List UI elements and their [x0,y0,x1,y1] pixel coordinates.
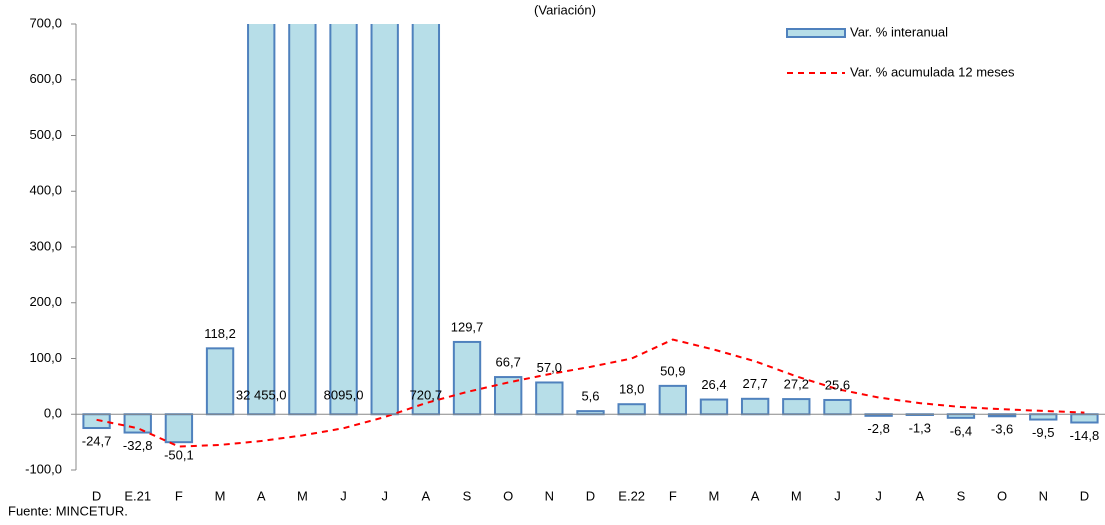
data-label: 57,0 [537,360,562,375]
bar [740,397,770,416]
x-tick-label: O [503,488,513,503]
legend-swatch [786,28,846,38]
y-tick-label: 0,0 [44,406,62,421]
bar [1070,413,1099,424]
data-label: 720,7 [410,388,443,403]
y-tick-label: 700,0 [29,15,62,30]
bar [1029,413,1058,421]
data-label: -1,3 [909,420,931,435]
source-note: Fuente: MINCETUR. [8,503,128,518]
bar [247,24,276,416]
data-label: 27,2 [784,377,809,392]
data-label: 26,4 [701,377,726,392]
legend-label: Var. % acumulada 12 meses [850,64,1015,79]
bar [658,384,687,416]
data-label: -14,8 [1070,428,1100,443]
y-tick-label: 600,0 [29,71,62,86]
data-label: -6,4 [950,423,972,438]
x-tick-label: J [381,488,388,503]
bar [123,413,152,434]
x-tick-label: M [709,488,720,503]
x-tick-label: E.21 [124,488,151,503]
data-label: 32 455,0 [236,388,287,403]
x-tick-label: J [834,488,841,503]
bar [823,398,852,416]
x-tick-label: D [1080,488,1089,503]
bar [288,24,317,416]
data-label: 8095,0 [324,388,364,403]
x-tick-label: F [669,488,677,503]
data-label: 50,9 [660,363,685,378]
y-tick-label: 200,0 [29,294,62,309]
x-tick-label: S [463,488,472,503]
data-label: -24,7 [82,433,112,448]
chart-title: (Variación) [534,2,596,17]
x-tick-label: O [997,488,1007,503]
data-label: -3,6 [991,422,1013,437]
x-tick-label: E.22 [618,488,645,503]
x-tick-label: N [1039,488,1048,503]
bar [82,413,111,430]
x-tick-label: D [586,488,595,503]
y-tick-label: 100,0 [29,350,62,365]
x-tick-label: A [257,488,266,503]
bar [535,381,564,416]
bar [164,413,194,444]
data-label: 66,7 [496,355,521,370]
data-label: 129,7 [451,319,484,334]
bar [617,403,646,416]
x-tick-label: A [751,488,760,503]
data-label: -9,5 [1032,425,1054,440]
data-label: -32,8 [123,438,153,453]
data-label: 118,2 [204,326,236,341]
bar [205,347,235,416]
data-label: 5,6 [581,389,599,404]
x-tick-label: A [915,488,924,503]
bar [370,24,399,416]
y-tick-label: 500,0 [29,127,62,142]
data-label: 18,0 [619,382,644,397]
bar [452,340,482,416]
bar [699,398,729,416]
x-tick-label: S [957,488,966,503]
bar [782,398,811,416]
x-tick-label: J [875,488,882,503]
data-label: 25,6 [825,377,850,392]
x-tick-label: M [791,488,802,503]
y-tick-label: -100,0 [25,461,62,476]
bar [411,24,441,416]
x-tick-label: A [422,488,431,503]
x-tick-label: N [545,488,554,503]
data-label: -2,8 [867,421,889,436]
x-tick-label: M [215,488,226,503]
y-tick-label: 300,0 [29,238,62,253]
bar [946,413,976,419]
bar [329,24,358,416]
x-tick-label: D [92,488,101,503]
line [96,338,1085,448]
data-label: 27,7 [742,376,767,391]
data-label: -50,1 [164,448,194,463]
x-tick-label: F [175,488,183,503]
x-tick-label: J [340,488,347,503]
x-tick-label: M [297,488,308,503]
y-tick-label: 400,0 [29,183,62,198]
legend-label: Var. % interanual [850,24,948,39]
